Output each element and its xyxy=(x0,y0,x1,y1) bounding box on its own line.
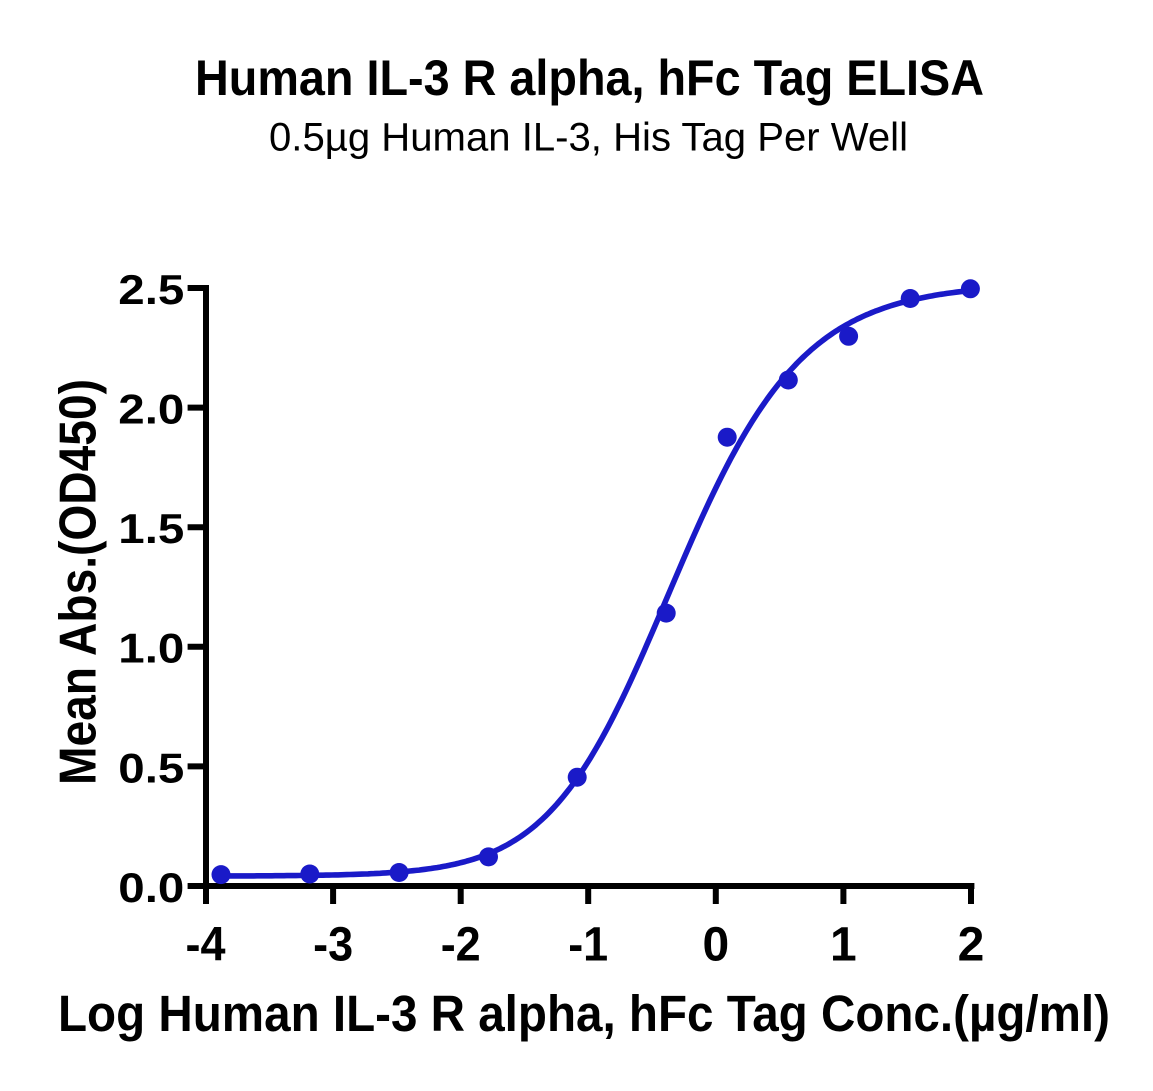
svg-text:2: 2 xyxy=(958,919,985,972)
svg-text:-2: -2 xyxy=(441,919,481,972)
svg-text:1: 1 xyxy=(830,919,857,972)
svg-text:-1: -1 xyxy=(568,919,608,972)
svg-text:-4: -4 xyxy=(186,919,226,972)
svg-text:Human IL-3 R alpha, hFc Tag EL: Human IL-3 R alpha, hFc Tag ELISA xyxy=(195,50,984,106)
svg-text:Mean Abs.(OD450): Mean Abs.(OD450) xyxy=(49,379,107,785)
svg-text:-3: -3 xyxy=(313,919,353,972)
svg-text:Log Human IL-3 R alpha, hFc Ta: Log Human IL-3 R alpha, hFc Tag Conc.(µg… xyxy=(58,985,1110,1042)
svg-text:0: 0 xyxy=(702,919,729,972)
svg-text:1.0: 1.0 xyxy=(118,625,184,672)
svg-text:0.5µg Human IL-3, His Tag Per: 0.5µg Human IL-3, His Tag Per Well xyxy=(269,115,908,159)
svg-text:2.0: 2.0 xyxy=(118,386,184,433)
svg-text:2.5: 2.5 xyxy=(118,266,184,313)
svg-text:0.5: 0.5 xyxy=(118,744,184,791)
svg-text:0.0: 0.0 xyxy=(118,864,184,911)
svg-text:1.5: 1.5 xyxy=(118,505,184,552)
